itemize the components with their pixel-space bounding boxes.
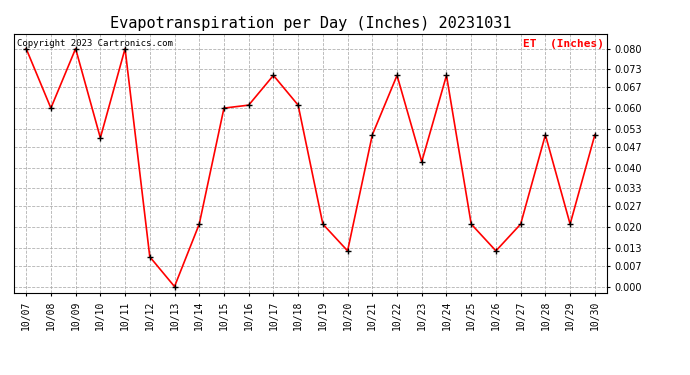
Text: ET  (Inches): ET (Inches)	[523, 39, 604, 49]
Text: Copyright 2023 Cartronics.com: Copyright 2023 Cartronics.com	[17, 39, 172, 48]
Title: Evapotranspiration per Day (Inches) 20231031: Evapotranspiration per Day (Inches) 2023…	[110, 16, 511, 31]
